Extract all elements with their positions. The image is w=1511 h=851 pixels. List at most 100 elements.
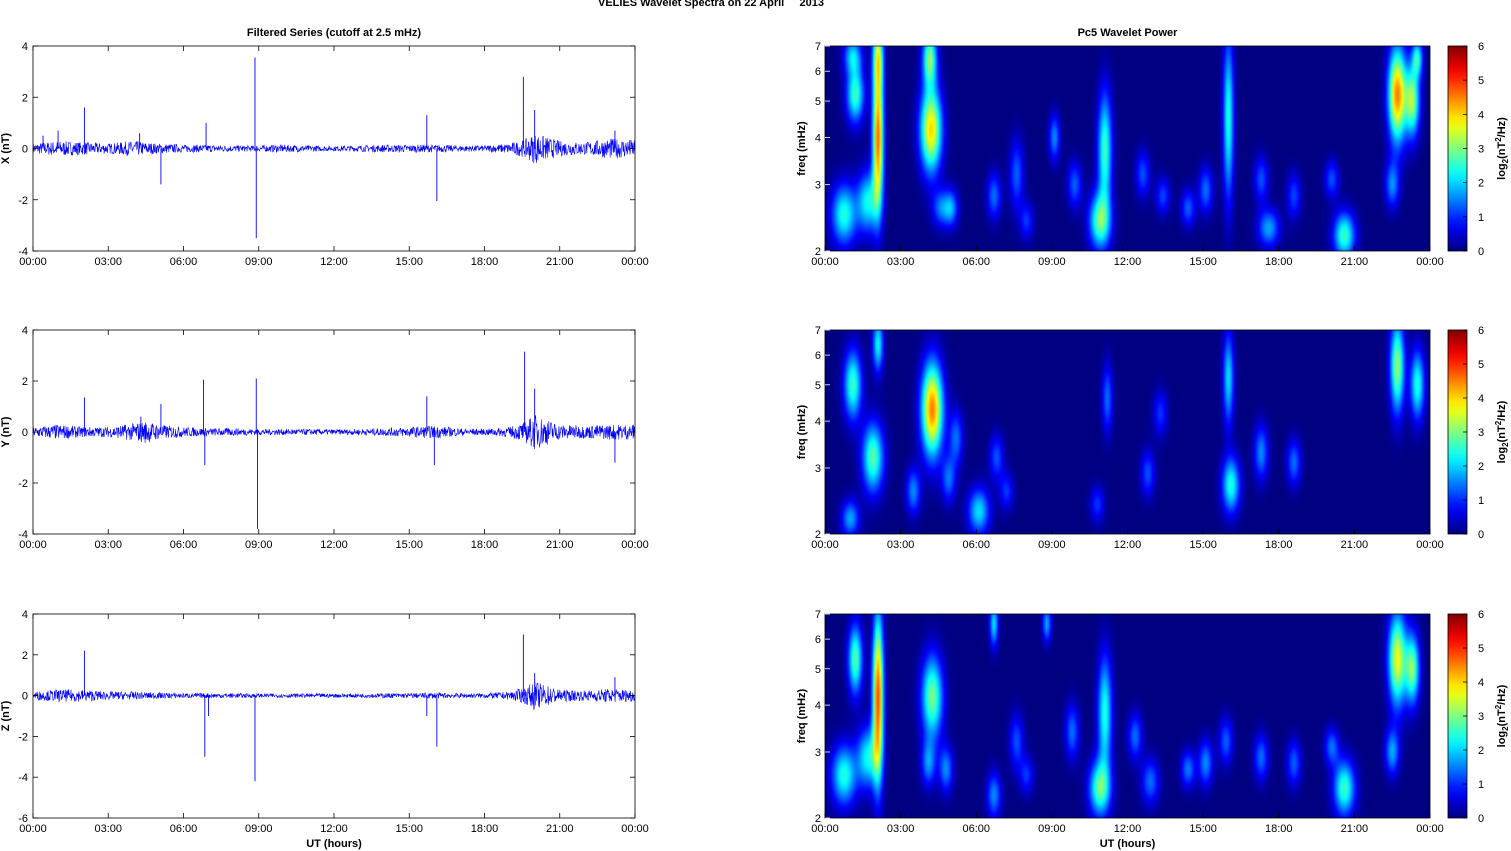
y-tick-label: -2 (18, 478, 28, 490)
x-tick-label: 00:00 (621, 823, 649, 835)
colorbar-tick-label: 1 (1478, 779, 1484, 791)
line-panel-filtered-z: -6 -4 -2 0 2 4 00:00 03:00 06:00 09:00 12:00 15:00 1… (0, 609, 649, 850)
colorbar-tick-label: 0 (1478, 813, 1484, 825)
y-axis-label: X (nT) (0, 133, 12, 164)
heatmap-panel-wavelet-y: 2 3 4 5 6 7 00:00 03:00 06:00 09:00 12:00 15:00 18:0… (796, 325, 1510, 551)
x-tick-label: 09:00 (1038, 539, 1066, 551)
y-tick-label: 3 (815, 747, 821, 759)
x-tick-label: 15:00 (395, 823, 423, 835)
y-axis-label: freq (mHz) (796, 688, 808, 743)
wavelet-power-image (825, 46, 1430, 251)
y-tick-label: 2 (22, 376, 28, 388)
y-tick-label: 7 (815, 609, 821, 621)
colorbar-label: log2(nT2/Hz) (1494, 400, 1510, 463)
x-tick-label: 12:00 (320, 539, 348, 551)
x-axis-label: UT (hours) (306, 838, 362, 850)
y-tick-label: 2 (815, 246, 821, 258)
x-tick-label: 00:00 (811, 256, 839, 268)
x-tick-label: 00:00 (621, 256, 649, 268)
y-tick-label: 2 (22, 650, 28, 662)
colorbar-tick-label: 3 (1478, 427, 1484, 439)
x-tick-label: 12:00 (320, 256, 348, 268)
colorbar-tick-label: 6 (1478, 325, 1484, 337)
y-axis-label: Y (nT) (0, 416, 12, 447)
colorbar-tick-label: 5 (1478, 643, 1484, 655)
colorbar-tick-label: 1 (1478, 212, 1484, 224)
x-tick-label: 00:00 (621, 539, 649, 551)
y-tick-label: 6 (815, 66, 821, 78)
x-tick-label: 00:00 (1416, 823, 1444, 835)
y-tick-label: 0 (22, 144, 28, 156)
y-tick-label: 6 (815, 350, 821, 362)
colorbar-tick-label: 0 (1478, 529, 1484, 541)
wavelet-power-image (825, 614, 1430, 818)
x-tick-label: 21:00 (546, 539, 574, 551)
signal-trace (32, 415, 636, 450)
x-tick-label: 09:00 (1038, 256, 1066, 268)
y-tick-label: 7 (815, 325, 821, 337)
y-tick-label: 4 (22, 325, 28, 337)
y-tick-label: 4 (815, 416, 821, 428)
y-tick-label: -4 (18, 246, 28, 258)
x-tick-label: 15:00 (395, 539, 423, 551)
colorbar-tick-label: 4 (1478, 109, 1484, 121)
x-tick-label: 09:00 (245, 256, 273, 268)
y-tick-label: -4 (18, 772, 28, 784)
x-tick-label: 03:00 (94, 539, 122, 551)
x-tick-label: 03:00 (887, 539, 915, 551)
colorbar-tick-label: 5 (1478, 359, 1484, 371)
x-tick-label: 21:00 (546, 256, 574, 268)
x-tick-label: 18:00 (471, 256, 499, 268)
y-tick-label: 5 (815, 96, 821, 108)
y-axis-label: Z (nT) (0, 700, 12, 731)
y-tick-label: 4 (815, 133, 821, 145)
colorbar-tick-label: 6 (1478, 609, 1484, 621)
y-tick-label: -2 (18, 731, 28, 743)
y-tick-label: 6 (815, 634, 821, 646)
panel-title: Filtered Series (cutoff at 2.5 mHz) (247, 27, 422, 39)
line-panel-filtered-x: -4 -2 0 2 4 00:00 03:00 06:00 09:00 12:00 15:00 18:… (0, 27, 649, 268)
colorbar-tick-label: 6 (1478, 41, 1484, 53)
x-tick-label: 06:00 (170, 539, 198, 551)
y-axis-label: freq (mHz) (796, 121, 808, 176)
x-tick-label: 18:00 (471, 823, 499, 835)
colorbar-tick-label: 3 (1478, 144, 1484, 156)
x-tick-label: 00:00 (811, 823, 839, 835)
y-tick-label: 0 (22, 427, 28, 439)
y-tick-label: 0 (22, 691, 28, 703)
x-tick-label: 12:00 (1114, 539, 1142, 551)
x-tick-label: 12:00 (320, 823, 348, 835)
x-tick-label: 15:00 (1189, 539, 1217, 551)
x-tick-label: 18:00 (471, 539, 499, 551)
x-tick-label: 21:00 (1341, 256, 1369, 268)
x-tick-label: 03:00 (887, 256, 915, 268)
colorbar-tick-label: 0 (1478, 246, 1484, 258)
y-tick-label: 3 (815, 463, 821, 475)
wavelet-power-image (825, 330, 1430, 534)
y-tick-label: -6 (18, 813, 28, 825)
y-tick-label: 7 (815, 41, 821, 53)
colorbar-tick-label: 5 (1478, 75, 1484, 87)
x-tick-label: 12:00 (1114, 823, 1142, 835)
plot-area (33, 614, 635, 818)
colorbar-tick-label: 3 (1478, 711, 1484, 723)
y-tick-label: 4 (815, 700, 821, 712)
heatmap-panel-wavelet-z: 2 3 4 5 6 7 00:00 03:00 06:00 09:00 12:00 15:00 18:0… (796, 609, 1510, 850)
colorbar-tick-label: 2 (1478, 461, 1484, 473)
y-tick-label: 2 (22, 92, 28, 104)
y-tick-label: -4 (18, 529, 28, 541)
x-tick-label: 03:00 (887, 823, 915, 835)
x-tick-label: 00:00 (19, 823, 47, 835)
colorbar-tick-label: 2 (1478, 178, 1484, 190)
line-panel-filtered-y: -4 -2 0 2 4 00:00 03:00 06:00 09:00 12:00 15:00 18:… (0, 325, 649, 551)
y-tick-label: 5 (815, 380, 821, 392)
y-tick-label: -2 (18, 195, 28, 207)
x-tick-label: 18:00 (1265, 539, 1293, 551)
y-tick-label: 4 (22, 41, 28, 53)
colorbar-tick-label: 4 (1478, 393, 1484, 405)
x-tick-label: 09:00 (245, 823, 273, 835)
x-tick-label: 15:00 (1189, 823, 1217, 835)
y-axis-label: freq (mHz) (796, 404, 808, 459)
